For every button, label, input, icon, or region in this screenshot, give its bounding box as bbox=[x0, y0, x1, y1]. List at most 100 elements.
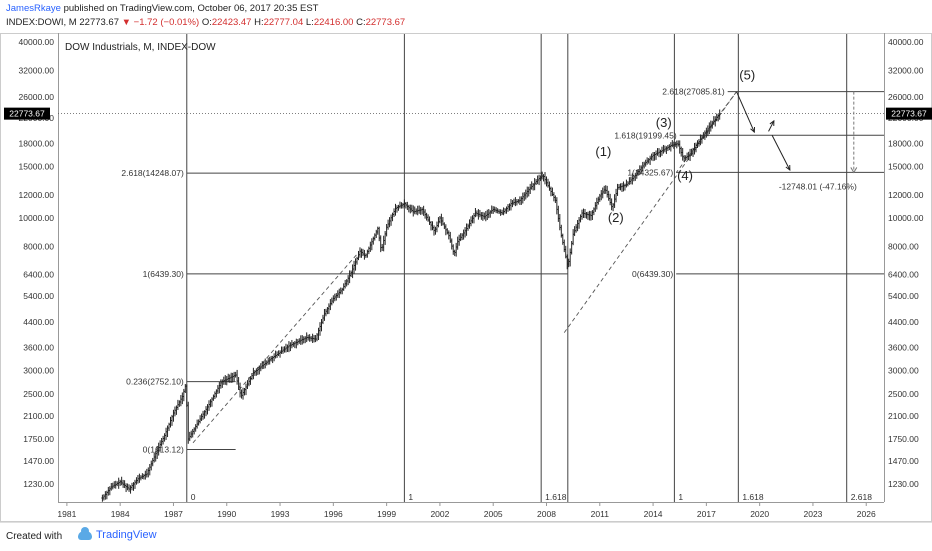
y-tick-label-left: 1230.00 bbox=[23, 479, 54, 489]
y-tick-label-left: 3000.00 bbox=[23, 366, 54, 376]
y-tick-label-right: 2100.00 bbox=[888, 411, 919, 421]
fib-level-label: 1(6439.30) bbox=[143, 269, 184, 279]
y-tick-label-right: 10000.00 bbox=[888, 213, 924, 223]
y-tick-label-left: 5400.00 bbox=[23, 291, 54, 301]
y-tick-label-right: 32000.00 bbox=[888, 65, 924, 75]
y-tick-label-right: 15000.00 bbox=[888, 162, 924, 172]
y-tick-label-left: 8000.00 bbox=[23, 241, 54, 251]
y-tick-label-left: 15000.00 bbox=[19, 162, 55, 172]
y-tick-label-left: 1750.00 bbox=[23, 434, 54, 444]
price-change: ▼ −1.72 (−0.01%) bbox=[121, 17, 200, 28]
tradingview-logo[interactable]: TradingView bbox=[78, 526, 157, 541]
symbol-label: INDEX:DOWI, M bbox=[6, 17, 77, 28]
tradingview-cloud-icon bbox=[78, 526, 92, 540]
arrow-line bbox=[768, 120, 775, 132]
wave-label: (3) bbox=[656, 115, 672, 130]
high-value: 22777.04 bbox=[263, 17, 304, 28]
y-tick-label-right: 1470.00 bbox=[888, 456, 919, 466]
high-label: H: bbox=[254, 17, 264, 28]
fib-level-label: 2.618(14248.07) bbox=[121, 168, 184, 178]
x-tick-label: 1993 bbox=[271, 509, 290, 519]
ohlc-line: INDEX:DOWI, M 22773.67 ▼ −1.72 (−0.01%) … bbox=[6, 17, 405, 28]
wave-labels: (1) (2) (3) (4) (5) bbox=[595, 68, 755, 225]
y-tick-label-left: 1470.00 bbox=[23, 456, 54, 466]
y-tick-label-right: 18000.00 bbox=[888, 138, 924, 148]
fib-time-label: 1 bbox=[408, 492, 413, 502]
y-tick-label-right: 2500.00 bbox=[888, 389, 919, 399]
footer: Created with TradingView bbox=[0, 522, 932, 551]
x-tick-label: 2005 bbox=[484, 509, 503, 519]
y-tick-label-right: 5400.00 bbox=[888, 291, 919, 301]
x-axis-ticks: 1981 1984 1987 1990 1993 1996 1999 2002 2005 2008… bbox=[57, 502, 876, 519]
price-tag-right: 22773.67 bbox=[891, 109, 927, 119]
x-tick-label: 2020 bbox=[750, 509, 769, 519]
x-tick-label: 1981 bbox=[57, 509, 76, 519]
dashed-trend-line bbox=[192, 252, 359, 444]
x-tick-label: 2023 bbox=[803, 509, 822, 519]
close-value: 22773.67 bbox=[365, 17, 406, 28]
chart-title: DOW Industrials, M, INDEX-DOW bbox=[65, 42, 216, 53]
measure-arrow-icon bbox=[850, 167, 858, 174]
low-label: L: bbox=[305, 17, 314, 28]
fib-level-label: 1.618(19199.45) bbox=[614, 130, 677, 140]
x-tick-label: 1996 bbox=[324, 509, 343, 519]
arrow-line bbox=[736, 91, 755, 133]
brand-label: TradingView bbox=[96, 529, 157, 541]
fib-level-label: 0.236(2752.10) bbox=[126, 377, 184, 387]
y-tick-label-left: 3600.00 bbox=[23, 343, 54, 353]
fib-time-label: 0 bbox=[191, 492, 196, 502]
y-tick-label-right: 1230.00 bbox=[888, 479, 919, 489]
x-tick-label: 2026 bbox=[857, 509, 876, 519]
wave-label: (4) bbox=[677, 168, 693, 183]
author-link[interactable]: JamesRkaye bbox=[6, 3, 61, 14]
fib-levels: 2.618(14248.07) 1(6439.30) 0.236(2752.10) 0… bbox=[121, 87, 884, 454]
fib-level-label: 0(6439.30) bbox=[632, 269, 673, 279]
measure-label: -12748.01 (-47.16%) bbox=[779, 181, 857, 191]
fib-time-label: 2.618 bbox=[851, 492, 873, 502]
fib-level-label: 2.618(27085.81) bbox=[662, 87, 725, 97]
fib-level-label: 0(1613.12) bbox=[143, 444, 184, 454]
x-tick-label: 1990 bbox=[217, 509, 236, 519]
y-tick-label-left: 26000.00 bbox=[19, 92, 55, 102]
y-tick-label-left: 6400.00 bbox=[23, 270, 54, 280]
y-tick-label-left: 18000.00 bbox=[19, 138, 55, 148]
y-tick-label-left: 12000.00 bbox=[19, 190, 55, 200]
wave-label: (5) bbox=[739, 68, 755, 83]
arrow-head bbox=[785, 165, 791, 172]
y-tick-label-right: 8000.00 bbox=[888, 241, 919, 251]
x-tick-label: 2014 bbox=[644, 509, 663, 519]
y-tick-label-left: 2100.00 bbox=[23, 411, 54, 421]
measure-tool: -12748.01 (-47.16%) bbox=[779, 91, 858, 191]
price-bars bbox=[101, 109, 721, 502]
chart-frame bbox=[0, 33, 932, 522]
y-tick-label-right: 4400.00 bbox=[888, 317, 919, 327]
created-with-label: Created with bbox=[6, 531, 63, 542]
low-value: 22416.00 bbox=[313, 17, 354, 28]
price-tag-right-bg bbox=[886, 107, 932, 120]
wave-label: (1) bbox=[595, 144, 611, 159]
y-axis-ticks: 1230.00 1230.00 1470.00 1470.00 1750.00 1750.… bbox=[19, 37, 924, 489]
price-tag-left: 22773.67 bbox=[9, 109, 45, 119]
fib-time-lines: 0 1 1.618 1 1.618 2.618 bbox=[186, 34, 873, 502]
projection-arrows bbox=[736, 91, 791, 172]
y-tick-label-right: 26000.00 bbox=[888, 92, 924, 102]
price-tag-left-bg bbox=[4, 107, 50, 120]
fib-level-label: 1(14325.67) bbox=[627, 167, 673, 177]
fib-time-label: 1 bbox=[678, 492, 683, 502]
y-tick-label-left: 4400.00 bbox=[23, 317, 54, 327]
trend-lines bbox=[192, 91, 737, 444]
open-label: O: bbox=[201, 17, 212, 28]
y-tick-label-left: 32000.00 bbox=[19, 65, 55, 75]
x-tick-label: 2017 bbox=[697, 509, 716, 519]
y-tick-label-right: 12000.00 bbox=[888, 190, 924, 200]
x-tick-label: 2002 bbox=[430, 509, 449, 519]
x-tick-label: 1984 bbox=[111, 509, 130, 519]
x-tick-label: 2011 bbox=[591, 509, 610, 519]
publish-line: JamesRkaye published on TradingView.com,… bbox=[6, 3, 318, 14]
current-price: 22773.67 22773.67 bbox=[4, 107, 932, 120]
wave-label: (2) bbox=[608, 210, 624, 225]
fib-time-label: 1.618 bbox=[742, 492, 764, 502]
y-tick-label-right: 6400.00 bbox=[888, 270, 919, 280]
y-tick-label-left: 40000.00 bbox=[19, 37, 55, 47]
